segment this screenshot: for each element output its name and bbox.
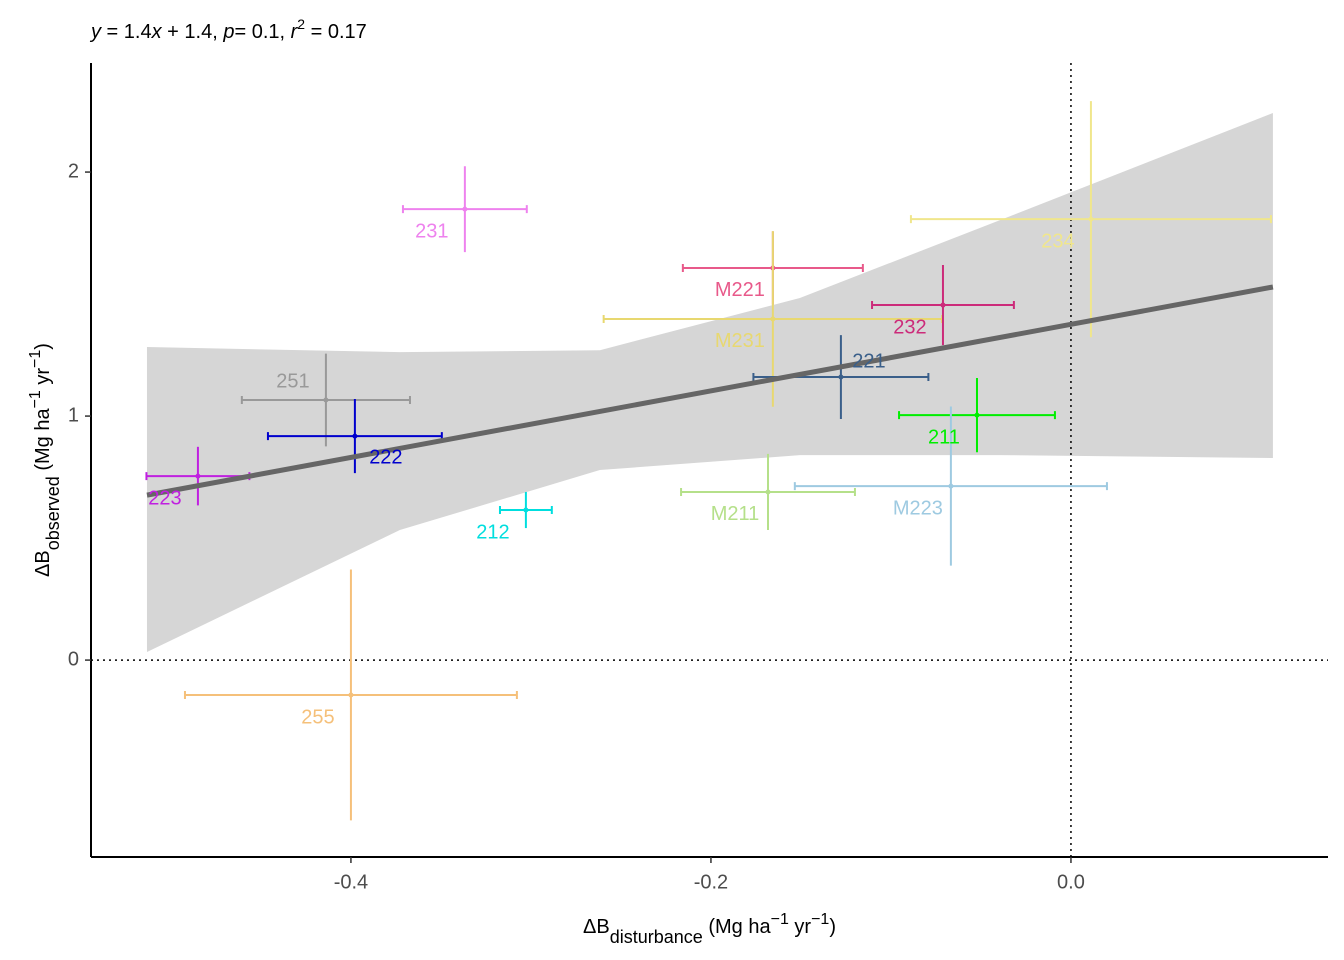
point-label: 211 (928, 426, 960, 448)
axis-label-part: ) (829, 916, 836, 938)
point (940, 302, 946, 308)
title-part: y (89, 21, 102, 43)
x-tick-label: 0.0 (1057, 871, 1085, 893)
point (770, 316, 776, 322)
fit-line (146, 284, 1274, 498)
confidence-band (146, 113, 1273, 653)
point (352, 433, 358, 439)
axis-label-part: −1 (27, 350, 44, 368)
title-part: + 1.4, (162, 21, 224, 43)
title-part: = 1.4 (101, 21, 152, 43)
axis-label-part: −1 (811, 911, 829, 928)
axis-label-part: −1 (771, 911, 789, 928)
point (765, 489, 771, 495)
point-label: 223 (148, 487, 181, 509)
axis-label-part: yr (789, 916, 812, 938)
point-label: M211 (711, 503, 760, 525)
x-tick-label: -0.4 (334, 871, 368, 893)
point (523, 507, 529, 513)
title-part: x (151, 21, 163, 43)
point-label: 221 (852, 350, 885, 372)
point-label: 251 (276, 370, 309, 392)
point-label: M221 (715, 279, 765, 301)
axis-label-part: −1 (27, 390, 44, 408)
point-label: M231 (715, 330, 765, 352)
point-label: 255 (301, 706, 334, 728)
point-label: 212 (476, 521, 509, 543)
y-label: ΔBobserved (Mg ha−1 yr−1) (27, 343, 63, 577)
title-part: r (291, 21, 299, 43)
axis-label-part: yr (32, 368, 54, 391)
point (1088, 216, 1094, 222)
axis-label-part: ΔB (32, 550, 54, 577)
axis-label-part: ΔB (583, 916, 610, 938)
title-part: 2 (297, 16, 305, 32)
axis-label-part: observed (43, 476, 63, 550)
title-part: p (222, 21, 234, 43)
y-tick-label: 0 (68, 648, 79, 670)
title-part: = 0.1, (234, 21, 290, 43)
point (974, 412, 980, 418)
point-label: 222 (369, 446, 402, 468)
point (195, 473, 201, 479)
title-part: = 0.17 (305, 21, 367, 43)
x-tick-label: -0.2 (694, 871, 728, 893)
axis-label-part: (Mg ha (703, 916, 772, 938)
axis-label-part: ) (32, 343, 54, 350)
axis-label-part: (Mg ha (32, 408, 54, 477)
point-label: 234 (1041, 230, 1074, 252)
y-tick-label: 1 (68, 404, 79, 426)
x-label: ΔBdisturbance (Mg ha−1 yr−1) (583, 911, 836, 947)
chart-title: y = 1.4x + 1.4, p= 0.1, r2 = 0.17 (89, 16, 367, 44)
point (462, 206, 468, 212)
point (348, 692, 354, 698)
point-label: 231 (415, 220, 448, 242)
axis-label-part: disturbance (610, 927, 703, 947)
point (323, 397, 329, 403)
point (838, 374, 844, 380)
point-label: 232 (893, 316, 926, 338)
y-tick-label: 2 (68, 160, 79, 182)
point (948, 483, 954, 489)
point-label: M223 (893, 497, 943, 519)
